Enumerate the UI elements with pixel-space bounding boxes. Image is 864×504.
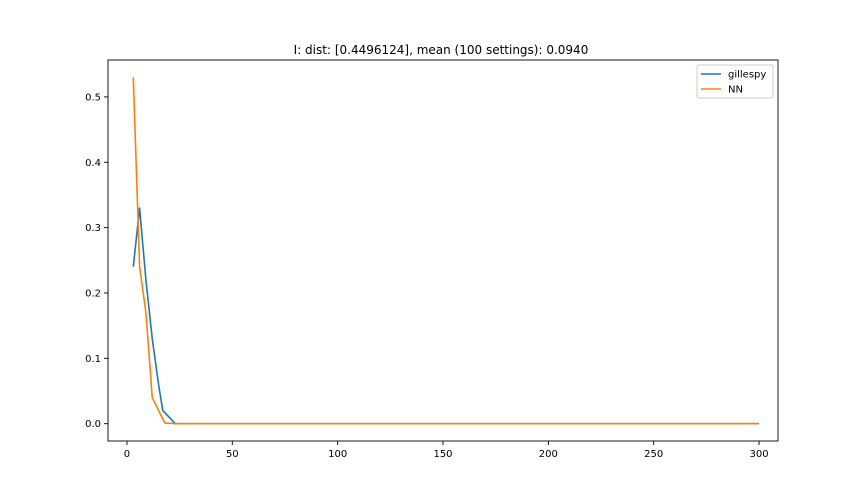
plot-area: 0 50 100 150 200 250 300 0.0 0.1 0.2 0.3 0.4 0.5 gill… (85, 59, 779, 460)
y-tick-label: 0.1 (85, 354, 101, 365)
y-tick-label: 0.5 (85, 92, 101, 103)
legend-label-nn: NN (728, 85, 743, 96)
x-tick-label: 150 (433, 449, 452, 460)
y-tick-label: 0.3 (85, 223, 101, 234)
series-line-nn (132, 77, 760, 425)
x-tick-label: 200 (539, 449, 558, 460)
x-tick-label: 50 (226, 449, 239, 460)
x-tick-label: 300 (749, 449, 768, 460)
x-tick-label: 250 (644, 449, 663, 460)
chart-title: I: dist: [0.4496124], mean (100 settings… (294, 43, 589, 57)
y-tick-label: 0.2 (85, 288, 101, 299)
y-tick-label: 0.0 (85, 419, 101, 430)
x-tick-label: 0 (124, 449, 130, 460)
x-tick-label: 100 (328, 449, 347, 460)
legend-label-gillespy: gillespy (728, 70, 766, 81)
y-tick-label: 0.4 (85, 158, 101, 169)
